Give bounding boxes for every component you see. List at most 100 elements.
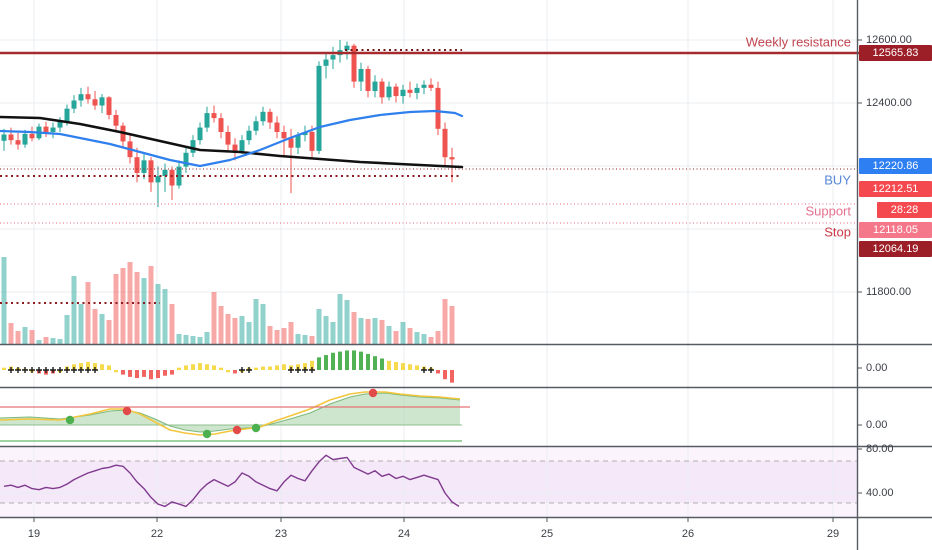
volume-bar (29, 330, 35, 344)
squeeze-histogram-bar (261, 366, 265, 370)
candle-body (288, 138, 294, 148)
squeeze-cross-marker (288, 367, 294, 373)
volume-bar (162, 289, 168, 344)
squeeze-histogram-bar (233, 370, 237, 374)
volume-bar (435, 331, 441, 344)
candle-body (428, 84, 434, 88)
wave-signal-dot (368, 388, 378, 398)
candle-body (414, 87, 420, 93)
volume-bar (400, 322, 406, 344)
squeeze-histogram-bar (205, 364, 209, 370)
squeeze-histogram-bar (324, 355, 328, 370)
volume-bar (36, 340, 42, 344)
candle-body (400, 89, 406, 97)
squeeze-histogram-bar (226, 370, 230, 373)
volume-bar (386, 326, 392, 344)
candle-body (134, 157, 140, 173)
squeeze-histogram-bar (331, 352, 335, 370)
price-axis-label: 80.00 (866, 443, 894, 455)
squeeze-cross-marker (295, 367, 301, 373)
volume-bar (372, 318, 378, 344)
squeeze-histogram-bar (338, 351, 342, 370)
support-label[interactable]: Support (805, 203, 851, 219)
ma-fast-line (0, 109, 464, 168)
squeeze-cross-marker (8, 367, 14, 373)
volume-bar (176, 334, 182, 344)
volume-bar (344, 300, 350, 344)
volume-bar (246, 322, 252, 344)
squeeze-histogram-bar (373, 356, 377, 370)
volume-bar (43, 337, 49, 344)
volume-bar (64, 315, 70, 344)
squeeze-histogram-bar (149, 370, 153, 380)
price-axis-label: 12400.00 (866, 97, 912, 109)
rsi-band (0, 461, 857, 503)
time-axis-label: 24 (397, 528, 411, 540)
stop-label[interactable]: Stop (824, 224, 851, 240)
candle-body (218, 118, 224, 132)
squeeze-histogram-bar (163, 370, 167, 376)
squeeze-cross-marker (15, 367, 21, 373)
volume-bar (169, 304, 175, 344)
candle-body (92, 99, 98, 106)
candle-body (176, 166, 182, 186)
candle-body (253, 121, 259, 131)
resistance-price-badge: 12565.83 (859, 45, 932, 61)
volume-bar (442, 299, 448, 344)
squeeze-cross-marker (246, 367, 252, 373)
volume-bar (253, 299, 259, 344)
wave-signal-dot (232, 425, 242, 435)
volume-bar (120, 268, 126, 344)
candle-body (281, 131, 287, 139)
price-axis-label: 12600.00 (866, 34, 912, 46)
squeeze-histogram-bar (107, 365, 111, 370)
candle-body (22, 133, 28, 145)
candle-body (85, 94, 91, 100)
last-price-badge: 12220.86 (859, 158, 932, 174)
volume-bar (8, 323, 14, 344)
squeeze-histogram-bar (275, 365, 279, 370)
buy-label[interactable]: BUY (824, 172, 851, 188)
candle-body (267, 111, 273, 123)
volume-bar (267, 326, 273, 344)
wave-signal-dot (202, 429, 212, 439)
squeeze-histogram-bar (114, 370, 118, 373)
squeeze-histogram-bar (219, 367, 223, 370)
candle-body (1, 134, 7, 141)
candle-body (43, 126, 49, 132)
squeeze-histogram-bar (184, 365, 188, 370)
price-axis-label: 11800.00 (866, 286, 912, 298)
volume-bar (113, 274, 119, 344)
candle-body (225, 131, 231, 145)
squeeze-histogram-bar (254, 367, 258, 370)
candle-body (78, 94, 84, 101)
squeeze-cross-marker (50, 367, 56, 373)
squeeze-histogram-bar (359, 351, 363, 370)
squeeze-histogram-bar (198, 363, 202, 370)
candle-body (183, 152, 189, 167)
candle-body (204, 113, 210, 128)
squeeze-cross-marker (57, 367, 63, 373)
volume-bar (218, 306, 224, 344)
candle-body (71, 100, 77, 109)
wave-signal-dot (251, 423, 261, 433)
squeeze-histogram-bar (268, 366, 272, 370)
candle-body (29, 133, 35, 139)
squeeze-cross-marker (29, 367, 35, 373)
time-axis-label: 29 (826, 528, 840, 540)
stop-price-badge: 12118.05 (859, 222, 932, 238)
volume-bar (337, 294, 343, 344)
volume-bar (57, 339, 63, 344)
volume-bar (407, 328, 413, 344)
candle-body (372, 81, 378, 92)
weekly-resistance-label[interactable]: Weekly resistance (745, 34, 851, 50)
volume-bar (393, 331, 399, 344)
squeeze-histogram-bar (366, 353, 370, 370)
candle-body (260, 111, 266, 122)
squeeze-histogram-bar (282, 364, 286, 370)
squeeze-histogram-bar (401, 363, 405, 370)
volume-bar (85, 282, 91, 344)
squeeze-histogram-bar (156, 370, 160, 379)
candle-body (155, 176, 161, 183)
